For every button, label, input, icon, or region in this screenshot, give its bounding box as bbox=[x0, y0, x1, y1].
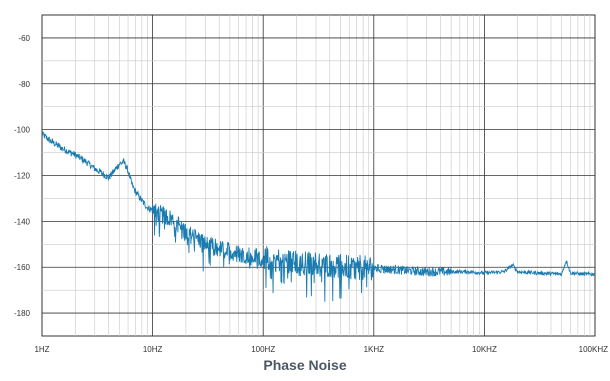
y-tick-label: -60 bbox=[18, 34, 30, 43]
tick-labels: -60 -80 -100 -120 -140 -160 -180 1HZ 10HZ 100HZ 1K… bbox=[14, 34, 608, 354]
x-tick-label: 1KHZ bbox=[364, 345, 385, 354]
x-tick-label: 1HZ bbox=[34, 345, 49, 354]
y-tick-label: -100 bbox=[14, 126, 31, 135]
x-tick-label: 100KHZ bbox=[579, 345, 608, 354]
phase-noise-line bbox=[41, 131, 596, 302]
y-tick-label: -180 bbox=[14, 309, 31, 318]
y-tick-label: -160 bbox=[14, 263, 31, 272]
x-tick-label: 10HZ bbox=[143, 345, 163, 354]
grid-lines bbox=[42, 15, 595, 336]
chart-title: Phase Noise bbox=[263, 357, 347, 373]
x-tick-label: 100HZ bbox=[251, 345, 275, 354]
y-tick-label: -120 bbox=[14, 172, 31, 181]
y-tick-label: -80 bbox=[18, 80, 30, 89]
x-tick-label: 10KHZ bbox=[472, 345, 497, 354]
y-tick-label: -140 bbox=[14, 217, 31, 226]
